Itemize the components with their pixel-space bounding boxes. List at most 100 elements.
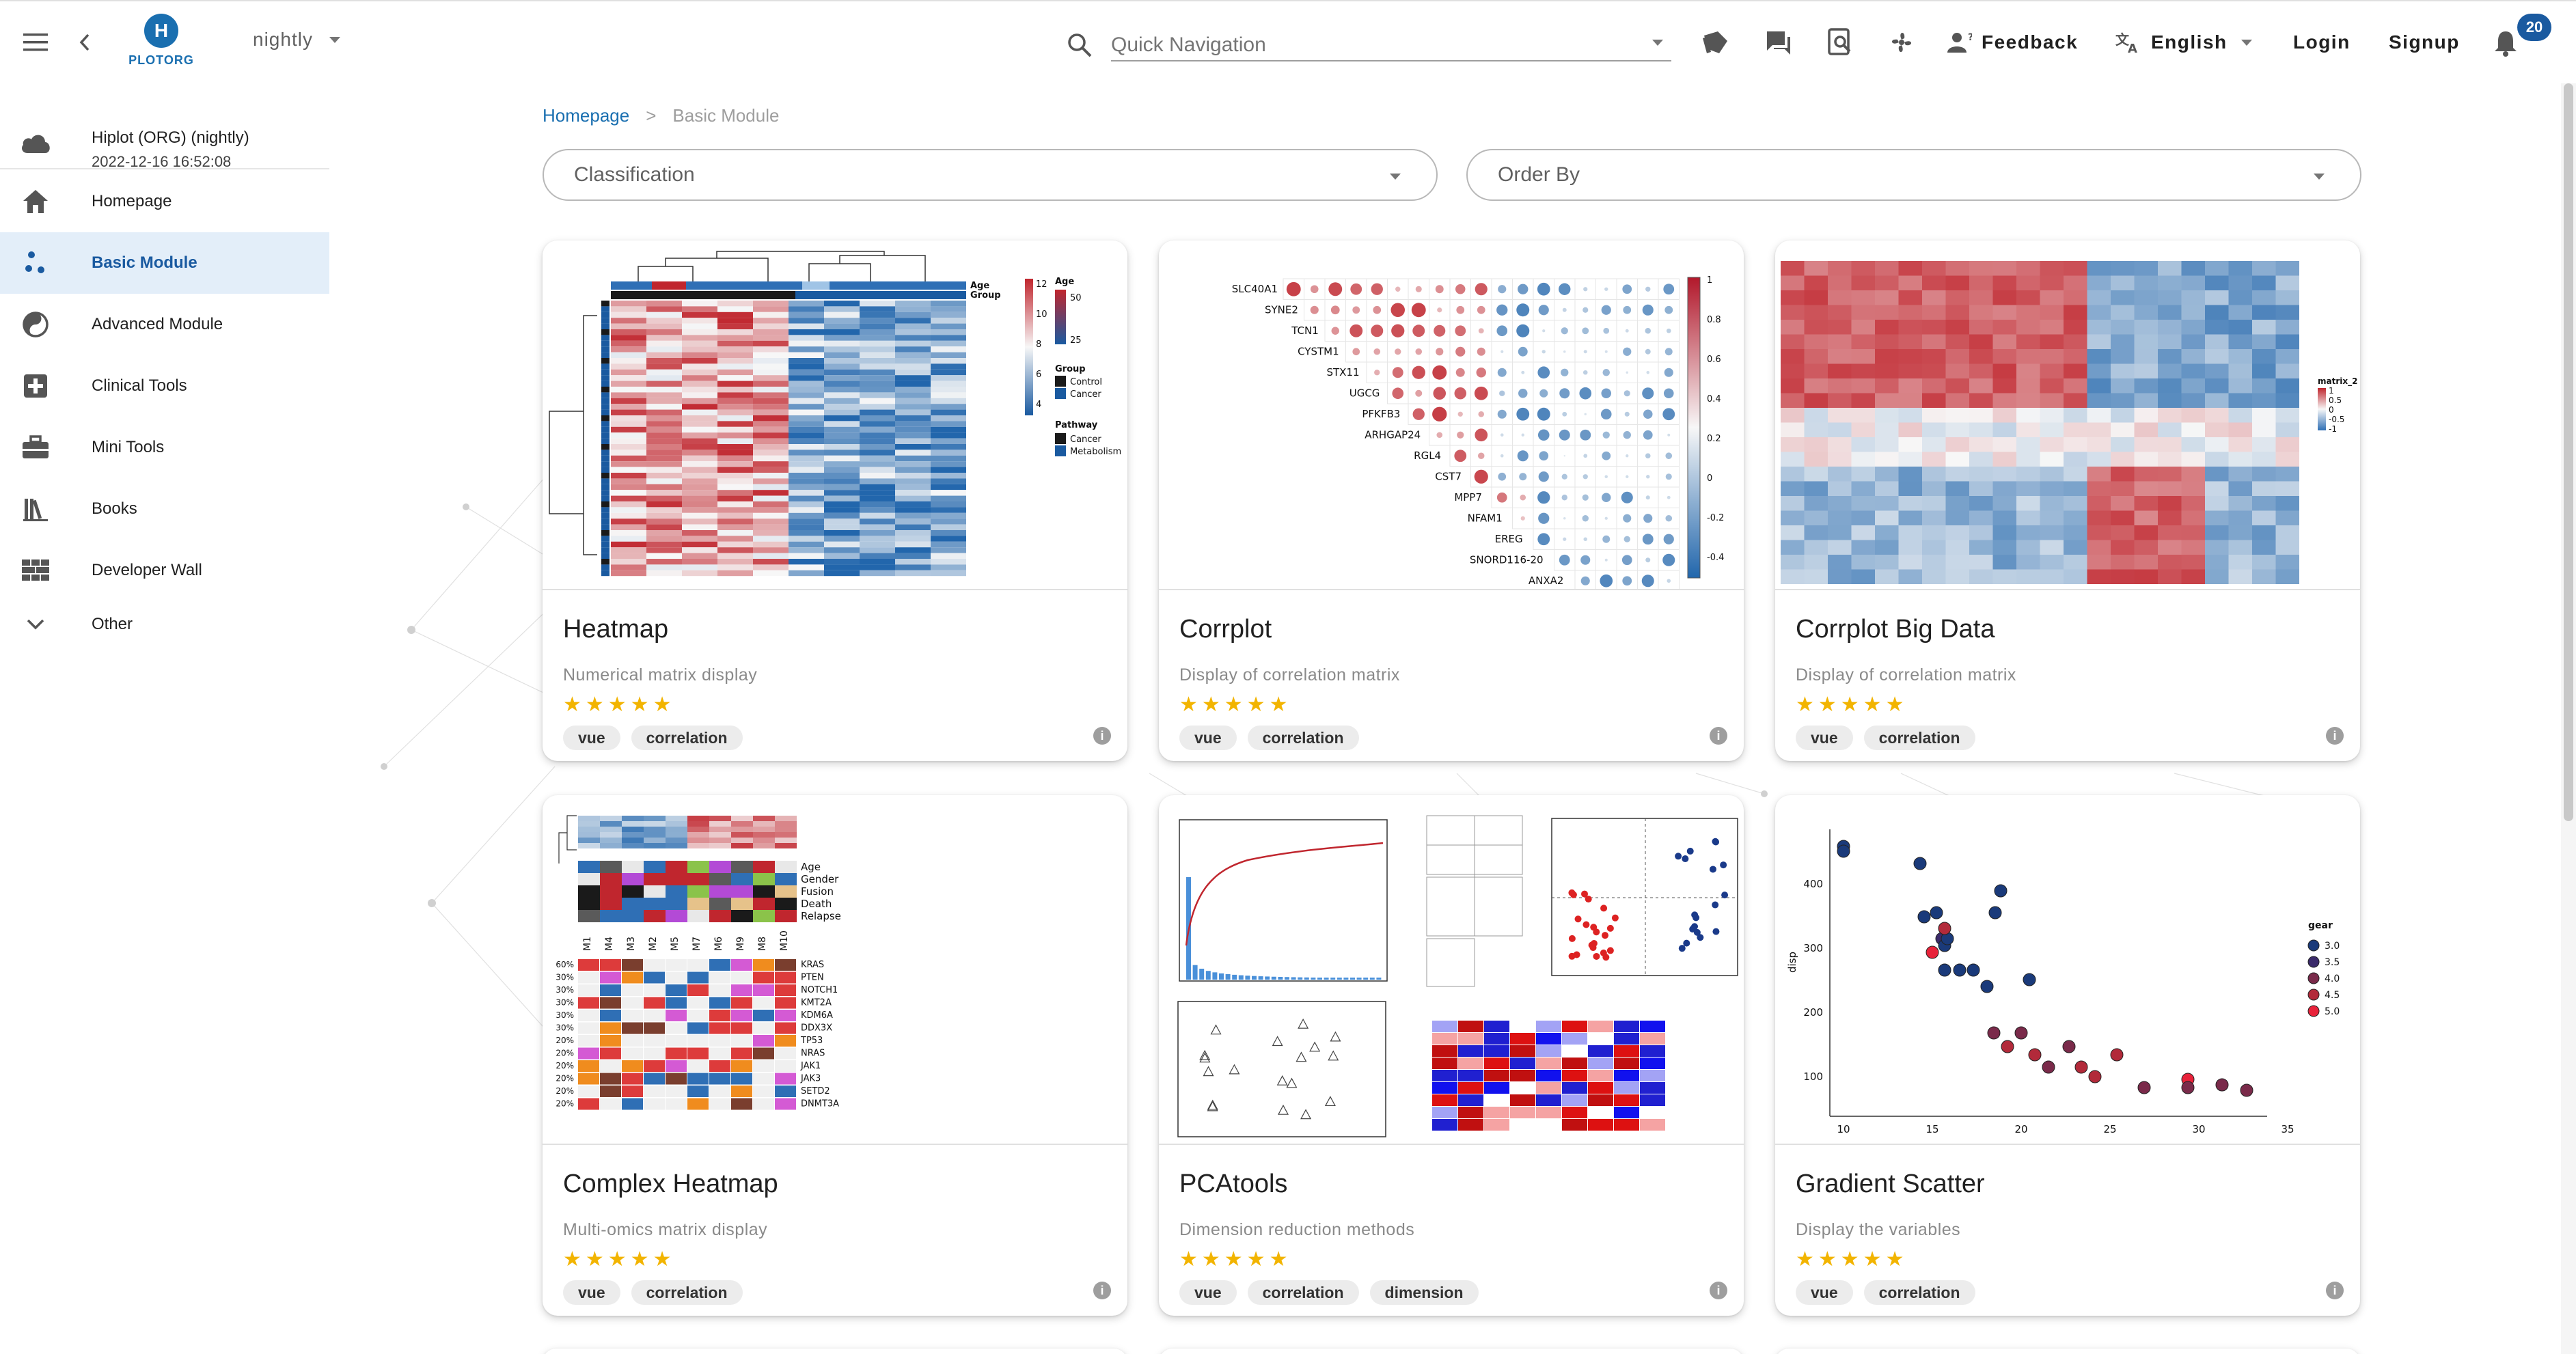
big-heatmap-cell [1922,569,1946,584]
sidebar-item-mini-tools[interactable]: Mini Tools [0,417,329,478]
clinical-correlate-cell [1458,1033,1483,1045]
tag-chip[interactable]: correlation [1863,1280,1975,1305]
info-icon[interactable]: i [1710,727,1727,745]
big-heatmap-cell [1781,437,1805,452]
heatmap-cell [646,547,682,553]
heatmap-cell [646,358,682,364]
sidebar-item-advanced-module[interactable]: Advanced Module [0,294,329,355]
corrplot-circle [1538,305,1549,316]
module-card-corrplot[interactable]: SLC40A1 SYNE2 TCN1 CYSTM1 STX11 UGCG PFKFB3 ARH… [1159,240,1744,761]
corrplot-circle [1622,576,1632,586]
expression-cell [666,843,687,848]
corrplot-circle [1563,516,1566,520]
corrplot-circle [1641,575,1654,588]
chat-icon[interactable] [1763,27,1794,57]
heatmap-cell [753,329,789,335]
info-icon[interactable]: i [2326,1282,2344,1299]
expression-cell [600,832,622,838]
big-heatmap-cell [1781,349,1805,364]
sidebar-item-other[interactable]: Other [0,597,329,652]
clinical-correlate-cell [1458,1058,1483,1069]
tag-chip[interactable]: dimension [1369,1280,1479,1305]
tag-chip[interactable]: vue [1796,1280,1853,1305]
module-card-partial[interactable] [1775,1349,2360,1354]
find-in-page-icon[interactable] [1824,27,1856,57]
sidebar-item-basic-module[interactable]: Basic Module [0,232,329,294]
heatmap-cell [860,375,895,381]
heatmap-cell [824,415,860,422]
branch-selector[interactable]: nightly [253,29,340,51]
tag-chip[interactable]: correlation [631,1280,743,1305]
clinical-correlate-cell [1484,1070,1509,1081]
heatmap-cell [824,375,860,381]
search-input[interactable] [1111,30,1671,61]
info-icon[interactable]: i [2326,727,2344,745]
corrplot-circle [1457,431,1464,439]
heatmap-cell [611,536,646,542]
chevron-down-icon[interactable] [1652,40,1663,46]
tag-chip[interactable]: correlation [631,726,743,750]
corrplot-circle [1563,455,1565,457]
heatmap-cell [824,340,860,347]
tag-chip[interactable]: vue [1179,726,1237,750]
clinical-correlate-cell [1510,1021,1535,1032]
tag-chip[interactable]: vue [1796,726,1853,750]
sidebar-item-clinical-tools[interactable]: Clinical Tools [0,355,329,417]
heatmap-cell [824,329,860,335]
big-heatmap-cell [2111,378,2135,393]
feedback-button[interactable]: ? Feedback [1947,27,2078,57]
sidebar-item-homepage[interactable]: Homepage [0,171,329,232]
big-heatmap-cell [1945,378,1969,393]
tag-chip[interactable]: vue [563,1280,620,1305]
module-card-gradient-scatter[interactable]: disp 400 300 200 100 10 15 20 25 30 35 gear 3.0 3… [1775,795,2360,1316]
order-by-select[interactable]: Order By [1466,149,2361,201]
login-button[interactable]: Login [2293,31,2351,53]
info-icon[interactable]: i [1710,1282,1727,1299]
big-heatmap-cell [1945,393,1969,408]
org-info[interactable]: Hiplot (ORG) (nightly) 2022-12-16 16:52:… [0,104,329,172]
svg-text:A: A [2128,42,2137,54]
module-card-corrplot-big-data[interactable]: matrix_2 1 0.5 0 -0.5 -1 Corrplot Big Da… [1775,240,2360,761]
tag-chip[interactable]: correlation [1863,726,1975,750]
heatmap-cell [931,306,966,312]
breadcrumb-home-link[interactable]: Homepage [543,105,630,126]
quick-navigation-search[interactable] [1066,25,1671,63]
scale-label: 6 [1036,370,1041,380]
module-card-complex-heatmap[interactable]: Age Gender Fusion Death Relapse M1 M4 M3 M2 M5 M7… [543,795,1127,1316]
scrollbar-thumb[interactable] [2564,83,2573,821]
info-icon[interactable]: i [1093,1282,1111,1299]
back-chevron-icon[interactable] [71,27,98,57]
plotorg-logo[interactable]: H PLOTORG [123,14,200,72]
corrplot-circle [1584,413,1587,415]
menu-icon[interactable] [20,27,51,57]
tag-chip[interactable]: vue [563,726,620,750]
page-scrollbar[interactable] [2561,83,2576,1354]
sidebar-item-developer-wall[interactable]: Developer Wall [0,540,329,601]
loadings-plot-marks [1199,1018,1341,1120]
tag-chip[interactable]: correlation [1247,1280,1359,1305]
big-heatmap-cell [2205,275,2229,290]
info-icon[interactable]: i [1093,727,1111,745]
heatmap-cell [824,363,860,370]
corrplot-circle [1477,452,1485,460]
fan-icon[interactable] [1886,27,1917,57]
module-card-heatmap[interactable]: Age Group 12 10 8 6 4 Age 50 25 Group Co… [543,240,1127,761]
module-card-pcatools[interactable]: PCAtools Dimension reduction methods ★★★… [1159,795,1744,1316]
tag-chip[interactable]: correlation [1247,726,1359,750]
signup-button[interactable]: Signup [2389,31,2460,53]
tag-chip[interactable]: vue [1179,1280,1237,1305]
clinical-correlate-cell [1458,1094,1483,1106]
module-card-partial[interactable] [1159,1349,1744,1354]
loading-marker [1199,1052,1211,1063]
heatmap-cell [717,363,753,370]
labels-icon[interactable] [1700,27,1731,57]
module-card-partial[interactable] [543,1349,1127,1354]
pca-point [1720,861,1727,869]
expression-cell [731,832,753,838]
notifications-bell-icon[interactable] [2490,27,2521,59]
sidebar-item-books[interactable]: Books [0,478,329,540]
classification-select[interactable]: Classification [543,149,1438,201]
big-heatmap-cell [1992,525,2016,540]
